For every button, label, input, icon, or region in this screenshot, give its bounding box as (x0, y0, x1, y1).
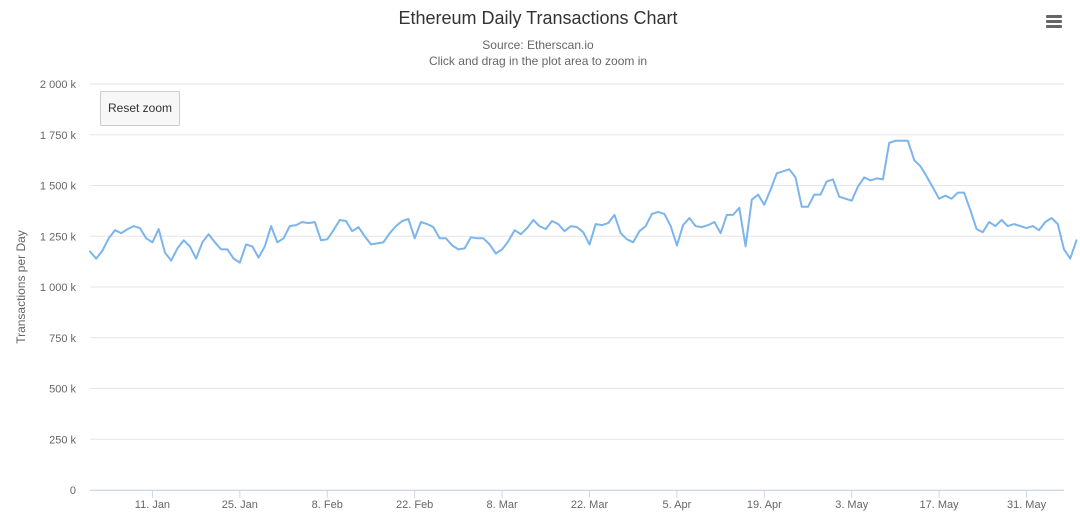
x-tick-label: 17. May (920, 499, 960, 511)
chart-subtitle: Source: Etherscan.io (482, 38, 594, 52)
x-tick-label: 3. May (835, 499, 869, 511)
y-tick-label: 250 k (49, 434, 76, 446)
y-tick-label: 0 (70, 485, 76, 497)
grid-lines (90, 83, 1064, 491)
hamburger-menu-icon[interactable] (1040, 10, 1068, 34)
y-tick-label: 750 k (49, 333, 76, 345)
zoom-hint: Click and drag in the plot area to zoom … (428, 54, 648, 68)
x-tick-label: 11. Jan (135, 499, 170, 511)
x-tick-label: 19. Apr (747, 499, 782, 511)
y-tick-label: 1 500 k (40, 181, 77, 193)
x-tick-label: 5. Apr (663, 499, 692, 511)
y-tick-label: 1 250 k (40, 231, 77, 243)
x-tick-label: 31. May (1007, 499, 1047, 511)
reset-zoom-button[interactable]: Reset zoom (100, 91, 180, 126)
y-axis-label: Transactions per Day (14, 230, 28, 344)
x-axis: 11. Jan 25. Jan 8. Feb 22. Feb 8. Mar 22. Mar… (90, 490, 1064, 511)
y-tick-label: 500 k (49, 384, 76, 396)
series-line (89, 139, 1078, 264)
chart-title: Ethereum Daily Transactions Chart (398, 8, 678, 28)
x-tick-label: 22. Mar (571, 499, 609, 511)
y-tick-label: 1 000 k (40, 282, 77, 294)
y-tick-label: 1 750 k (40, 130, 77, 142)
x-tick-label: 8. Mar (486, 499, 518, 511)
x-tick-label: 25. Jan (222, 499, 258, 511)
y-tick-label: 2 000 k (40, 79, 77, 91)
x-tick-label: 22. Feb (396, 499, 433, 511)
x-tick-label: 8. Feb (312, 499, 343, 511)
y-axis-ticks: 0 250 k 500 k 750 k 1 000 k 1 250 k 1 500 k 1 7… (40, 79, 77, 497)
